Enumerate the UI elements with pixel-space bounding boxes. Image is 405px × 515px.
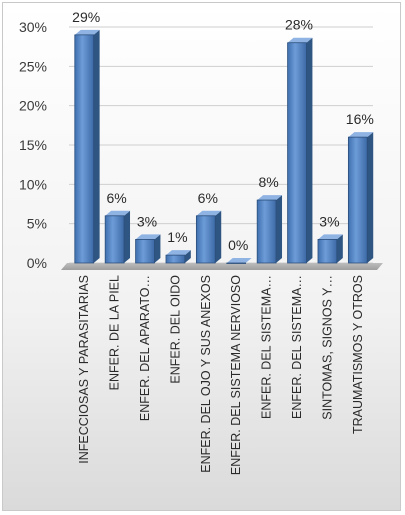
data-label: 6% (106, 190, 126, 206)
bar (135, 234, 161, 264)
bar (256, 195, 283, 264)
bar (347, 132, 374, 264)
data-label: 28% (285, 17, 313, 33)
bar-chart: 0% 5% 10% 15% 20% 25% 30% 29% 6% 3% 1% 6% 0% 8% 28% 3%… (19, 9, 383, 475)
data-label: 3% (137, 213, 157, 229)
x-category-label: ENFER. DE LA PIEL (108, 275, 122, 390)
bar (165, 250, 191, 264)
y-tick-label: 0% (27, 255, 47, 271)
chart-floor (61, 263, 383, 270)
x-category-label: ENFER. DEL OJO Y SUS ANEXOS (199, 275, 213, 473)
x-category-label: INFECCIOSAS Y PARASITARIAS (77, 275, 91, 464)
data-label: 29% (72, 9, 100, 25)
y-tick-label: 10% (19, 176, 47, 192)
x-category-label: TRAUMATISMOS Y OTROS (351, 275, 365, 434)
chart-frame: 0% 5% 10% 15% 20% 25% 30% 29% 6% 3% 1% 6% 0% 8% 28% 3%… (2, 2, 401, 511)
y-tick-label: 5% (27, 216, 47, 232)
data-labels: 29% 6% 3% 1% 6% 0% 8% 28% 3% 16% (72, 9, 374, 253)
data-label: 8% (258, 174, 278, 190)
data-label: 1% (167, 229, 187, 245)
x-category-label: ENFER. DEL APARATO… (138, 275, 152, 421)
bar (104, 210, 131, 264)
y-tick-label: 30% (19, 19, 47, 35)
y-tick-label: 25% (19, 58, 47, 74)
x-category-label: ENFER. DEL OIDO (168, 275, 182, 384)
bars (74, 29, 374, 264)
x-category-label: SINTOMAS, SIGNOS Y… (320, 275, 334, 420)
data-label: 16% (346, 111, 374, 127)
data-label: 3% (319, 213, 339, 229)
y-axis: 0% 5% 10% 15% 20% 25% 30% (19, 19, 47, 271)
bar (317, 234, 343, 264)
bar (195, 210, 222, 264)
category-labels: INFECCIOSAS Y PARASITARIAS ENFER. DE LA P… (77, 275, 365, 475)
bar (226, 258, 252, 264)
x-category-label: ENFER. DEL SISTEMA… (290, 275, 304, 419)
y-tick-label: 15% (19, 137, 47, 153)
y-tick-label: 20% (19, 98, 47, 114)
data-label: 0% (228, 237, 248, 253)
floor (61, 263, 383, 270)
bar (74, 29, 100, 264)
bar (287, 37, 313, 264)
data-label: 6% (198, 190, 218, 206)
x-category-label: ENFER. DEL SISTEMA… (260, 275, 274, 419)
x-category-label: ENFER. DEL SISTEMA NERVIOSO (229, 275, 243, 475)
